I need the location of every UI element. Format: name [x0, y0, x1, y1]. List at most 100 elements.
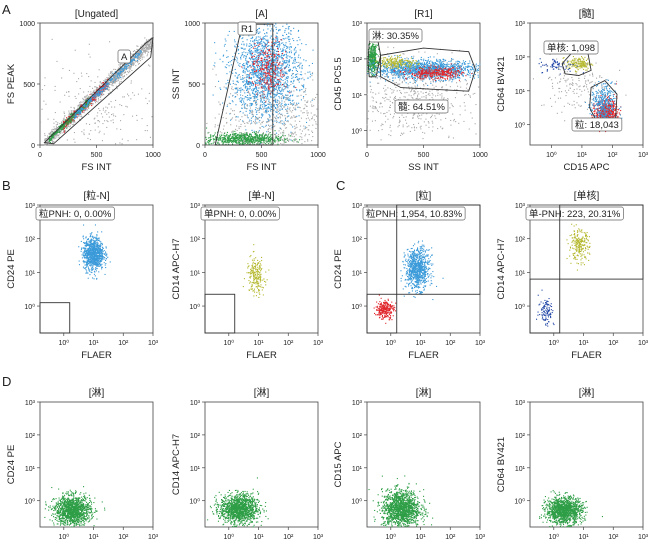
gate-label-pnh: 粒PNH: 0, 0.00% — [39, 208, 112, 220]
x-tick-label: 10² — [283, 534, 294, 541]
y-tick-label: 500 — [188, 82, 200, 89]
y-tick-label: 10⁰ — [24, 498, 35, 506]
x-tick-label: 10³ — [148, 534, 159, 541]
y-tick-label: 10² — [25, 237, 36, 244]
x-axis-label: FS INT — [246, 162, 276, 173]
x-tick-label: 0 — [38, 152, 42, 159]
panel-title: [淋] — [579, 386, 595, 399]
x-tick-label: 10³ — [475, 534, 486, 541]
x-tick-label: 10³ — [313, 340, 324, 347]
x-tick-label: 10⁰ — [385, 533, 396, 541]
x-tick-label: 10¹ — [253, 534, 264, 541]
y-tick-label: 10¹ — [190, 466, 201, 473]
x-axis-label: FLAER — [408, 350, 439, 361]
panel-title: [Ungated] — [75, 9, 119, 20]
x-tick-label: 10¹ — [253, 340, 264, 347]
y-tick-label: 10² — [352, 237, 363, 244]
y-tick-label: 10¹ — [515, 89, 526, 96]
y-tick-label: 500 — [23, 82, 35, 89]
y-tick-label: 0 — [196, 143, 200, 150]
x-tick-label: 10² — [445, 534, 456, 541]
y-tick-label: 10⁰ — [514, 498, 525, 506]
x-tick-label: 10² — [118, 534, 129, 541]
x-tick-label: 10¹ — [577, 152, 588, 159]
panel-title: [粒] — [416, 189, 432, 202]
y-tick-label: 10⁰ — [351, 303, 362, 311]
y-tick-label: 10¹ — [352, 93, 363, 100]
y-tick-label: 10² — [190, 433, 201, 440]
y-tick-label: 10³ — [352, 400, 363, 407]
y-axis-label: CD64 BV421 — [496, 56, 507, 111]
panel-title: [A] — [255, 9, 267, 20]
y-tick-label: 10⁰ — [514, 303, 525, 311]
x-tick-label: 10¹ — [88, 534, 99, 541]
y-axis-label: CD24 PE — [6, 249, 17, 289]
x-tick-label: 10² — [608, 340, 619, 347]
x-tick-label: 500 — [418, 152, 430, 159]
y-tick-label: 10⁰ — [514, 122, 525, 130]
panel-title: [单核] — [574, 189, 600, 202]
y-axis-label: CD64 BV421 — [496, 437, 507, 492]
y-tick-label: 10³ — [515, 400, 526, 407]
y-tick-label: 10² — [515, 433, 526, 440]
x-tick-label: 10² — [608, 534, 619, 541]
x-tick-label: 10⁰ — [546, 151, 557, 159]
y-tick-label: 10⁰ — [189, 303, 200, 311]
panel-title: [单-N] — [248, 190, 274, 202]
x-tick-label: 1000 — [472, 152, 488, 159]
y-axis-label: SS INT — [171, 69, 182, 100]
x-tick-label: 10³ — [638, 152, 649, 159]
y-axis-label: CD15 APC — [333, 441, 344, 487]
y-tick-label: 10² — [515, 237, 526, 244]
x-axis-label: FLAER — [81, 350, 112, 361]
x-tick-label: 500 — [256, 152, 268, 159]
y-tick-label: 0 — [31, 143, 35, 150]
x-tick-label: 10² — [607, 152, 618, 159]
y-tick-label: 1000 — [19, 21, 35, 28]
x-tick-label: 10⁰ — [548, 533, 559, 541]
y-tick-label: 10³ — [515, 21, 526, 28]
x-tick-label: 10² — [445, 340, 456, 347]
x-axis-label: FLAER — [571, 350, 602, 361]
y-tick-label: 10⁰ — [24, 303, 35, 311]
y-axis-label: CD14 APC-H7 — [496, 238, 507, 299]
y-tick-label: 10³ — [190, 400, 201, 407]
x-tick-label: 10¹ — [415, 534, 426, 541]
plot-frame — [530, 402, 643, 527]
x-tick-label: 10³ — [148, 340, 159, 347]
gate-label-pnh: 单-PNH: 223, 20.31% — [529, 208, 621, 220]
y-axis-label: CD45 PC5.5 — [333, 57, 344, 110]
y-axis-label: FS PEAK — [6, 63, 17, 104]
x-tick-label: 10³ — [313, 534, 324, 541]
plot-frame — [40, 402, 153, 527]
x-tick-label: 10¹ — [88, 340, 99, 347]
gate-label-R1: R1 — [241, 24, 253, 35]
x-tick-label: 10³ — [475, 340, 486, 347]
x-tick-label: 10¹ — [578, 534, 589, 541]
y-tick-label: 10² — [352, 57, 363, 64]
x-tick-label: 10⁰ — [223, 339, 234, 347]
y-axis-label: CD24 PE — [333, 249, 344, 289]
y-axis-label: CD14 APC-H7 — [171, 434, 182, 495]
y-tick-label: 10² — [515, 55, 526, 62]
panel-title: [髓] — [579, 7, 595, 20]
y-tick-label: 10¹ — [515, 270, 526, 277]
y-tick-label: 10³ — [352, 21, 363, 28]
panel-title: [粒-N] — [83, 189, 109, 202]
gate-label-pnh: 粒PNH: 1,954, 10.83% — [366, 208, 463, 220]
y-tick-label: 10² — [190, 237, 201, 244]
y-tick-label: 10³ — [190, 203, 201, 210]
y-tick-label: 10⁰ — [351, 498, 362, 506]
y-axis-label: CD24 PE — [6, 445, 17, 485]
x-tick-label: 10¹ — [415, 340, 426, 347]
x-axis-label: FLAER — [246, 350, 277, 361]
